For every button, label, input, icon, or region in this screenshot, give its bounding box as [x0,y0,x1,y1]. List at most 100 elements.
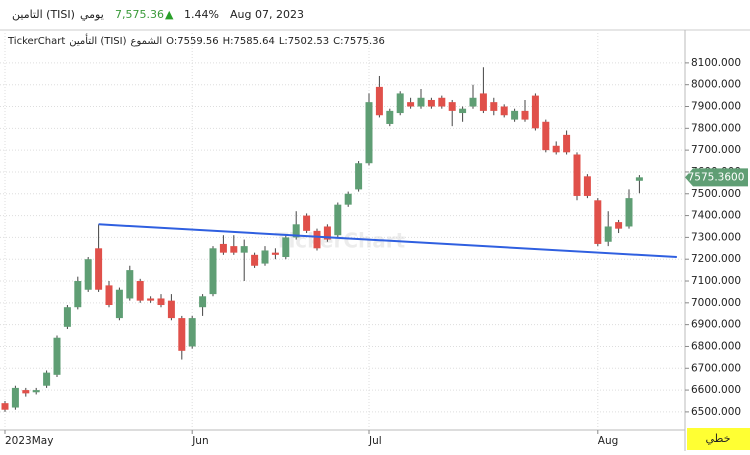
legend: TickerChart التأمين (TISI) الشموع O:7559.56… [7,33,385,47]
candle-body [240,246,248,253]
y-tick-label: 7900.000 [691,101,741,113]
candle-body [542,121,550,151]
period: يومي [80,8,104,21]
candle-body [479,93,487,111]
y-tick-label: 6800.000 [691,340,741,352]
candle-body [32,390,40,393]
chart-type-button[interactable] [687,428,750,450]
symbol: التامين (TISI) [12,8,75,21]
y-tick-label: 8100.000 [691,57,741,69]
y-tick-label: 7400.000 [691,210,741,222]
candle-body [417,97,425,107]
y-tick-label: 6500.000 [691,406,741,418]
legend-item: L:7502.53 [279,36,329,47]
y-tick-label: 7200.000 [691,253,741,265]
y-tick-label: 7700.000 [691,144,741,156]
last-price-label: 7575.3600 [688,171,745,183]
candle-body [511,110,519,120]
candle-body [178,318,186,351]
price: 7,575.36 [115,8,164,21]
candle-body [615,222,623,229]
y-tick-label: 7000.000 [691,297,741,309]
candle-body [438,97,446,107]
candle-body [251,254,259,266]
candle-body [355,163,363,190]
y-tick-label: 8000.000 [691,79,741,91]
candle-body [531,95,539,129]
x-tick-label: Jul [368,435,382,447]
candle-body [261,250,269,264]
candle-body [147,298,155,301]
candle-body [500,106,508,116]
candle-body [271,252,279,255]
candle-body [386,110,394,124]
header: التامين (TISI) يومي 7,575.36 ▲ 1.44% Aug… [12,8,304,21]
legend-item: O:7559.56 [166,36,218,47]
candle-body [365,102,373,164]
candle-body [43,372,51,386]
date: Aug 07, 2023 [230,8,304,21]
candle-body [63,307,71,327]
candle-body [490,102,498,111]
y-tick-label: 6700.000 [691,362,741,374]
legend-item: C:7575.36 [333,36,385,47]
candle-body [563,134,571,153]
candle-body [396,93,404,114]
candle-body [375,86,383,116]
candle-body [188,318,196,347]
candle-body [407,102,415,107]
candle-body [219,243,227,253]
y-tick-label: 7300.000 [691,231,741,243]
candle-body [459,108,467,114]
candle-body [84,259,92,290]
candle-body [313,230,321,249]
trendline [98,223,677,259]
candle-body [469,97,477,107]
candle-body [552,145,560,153]
change: 1.44% [184,8,219,21]
candle-body [583,176,591,196]
candle-body [594,200,602,244]
legend-item: H:7585.64 [223,36,275,47]
x-tick-label: Jun [191,435,208,447]
legend-item: TickerChart [7,36,65,47]
candle-body [115,289,123,319]
candle-body [334,204,342,236]
change-arrow: ▲ [165,8,174,21]
candle-body [22,390,30,394]
candle-body [105,285,113,306]
y-tick-label: 6600.000 [691,384,741,396]
candle-body [11,387,19,408]
candle-body [199,296,207,308]
legend-item: الشموع [131,36,163,47]
candle-body [209,248,217,295]
candle-body [1,403,9,410]
candle-body [126,270,134,299]
candle-body [625,198,633,227]
candle-body [167,300,175,319]
last-price-box [685,168,748,187]
candle-body [448,102,456,111]
candle-body [230,246,238,253]
candle-body [427,99,435,107]
y-tick-label: 6900.000 [691,319,741,331]
candle-body [157,298,165,306]
candle-body [95,248,103,290]
candle-body [136,281,144,301]
chart-type-label[interactable]: خطي [706,432,731,445]
candle-body [74,281,82,308]
candle-body [282,237,290,258]
candle-body [292,224,300,238]
x-tick-label: 2023May [5,435,53,447]
candle-body [604,226,612,242]
candle-body [573,154,581,196]
candle-body [323,226,331,240]
candle-body [521,110,529,120]
y-tick-label: 7500.000 [691,188,741,200]
y-tick-label: 7800.000 [691,122,741,134]
candle-body [344,193,352,205]
candle-body [53,337,61,375]
x-tick-label: Aug [598,435,619,447]
candle-body [635,177,643,181]
